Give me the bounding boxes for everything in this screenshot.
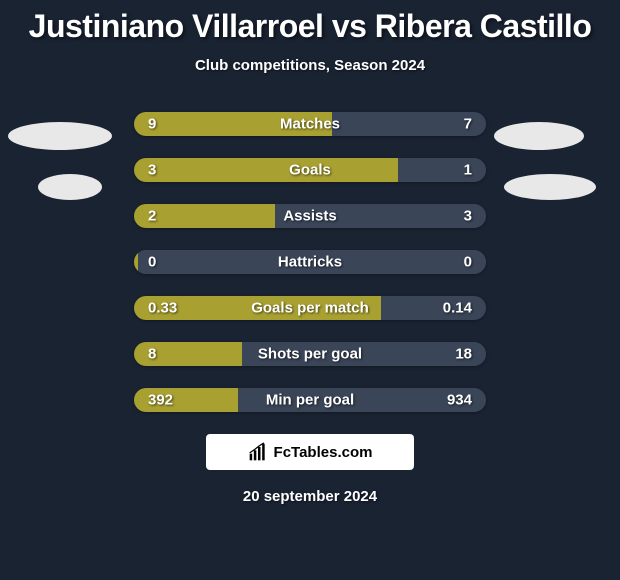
stat-value-left: 0	[148, 254, 156, 271]
stat-value-right: 1	[464, 162, 472, 179]
branding-text: FcTables.com	[274, 444, 373, 461]
decorative-ellipse	[494, 122, 584, 150]
stat-row: Hattricks 0 0	[134, 250, 486, 274]
stat-bar-left	[134, 158, 398, 182]
stat-label: Goals per match	[251, 300, 369, 317]
stat-label: Matches	[280, 116, 340, 133]
stat-row: Matches 9 7	[134, 112, 486, 136]
stat-row: Assists 2 3	[134, 204, 486, 228]
stat-value-left: 9	[148, 116, 156, 133]
stat-value-right: 18	[455, 346, 472, 363]
stat-label: Assists	[283, 208, 336, 225]
stat-label: Goals	[289, 162, 331, 179]
decorative-ellipse	[504, 174, 596, 200]
stat-value-right: 0.14	[443, 300, 472, 317]
decorative-ellipse	[38, 174, 102, 200]
decorative-ellipse	[8, 122, 112, 150]
page-title: Justiniano Villarroel vs Ribera Castillo	[0, 0, 620, 45]
stat-row: Min per goal 392 934	[134, 388, 486, 412]
stat-value-left: 0.33	[148, 300, 177, 317]
date-label: 20 september 2024	[0, 488, 620, 505]
stat-value-left: 392	[148, 392, 173, 409]
stats-chart: Matches 9 7 Goals 3 1 Assists 2 3 Hattricks 0 0 Goal…	[0, 112, 620, 412]
chart-icon	[248, 442, 268, 462]
stat-row: Goals 3 1	[134, 158, 486, 182]
stat-bar-right	[398, 158, 486, 182]
stat-label: Shots per goal	[258, 346, 362, 363]
stat-value-left: 3	[148, 162, 156, 179]
stat-row: Shots per goal 8 18	[134, 342, 486, 366]
stat-value-right: 934	[447, 392, 472, 409]
stat-value-right: 7	[464, 116, 472, 133]
subtitle: Club competitions, Season 2024	[0, 57, 620, 74]
stat-value-left: 8	[148, 346, 156, 363]
stat-value-right: 3	[464, 208, 472, 225]
stat-label: Hattricks	[278, 254, 342, 271]
stat-value-left: 2	[148, 208, 156, 225]
branding-badge: FcTables.com	[206, 434, 414, 470]
stat-label: Min per goal	[266, 392, 354, 409]
stat-value-right: 0	[464, 254, 472, 271]
stat-row: Goals per match 0.33 0.14	[134, 296, 486, 320]
